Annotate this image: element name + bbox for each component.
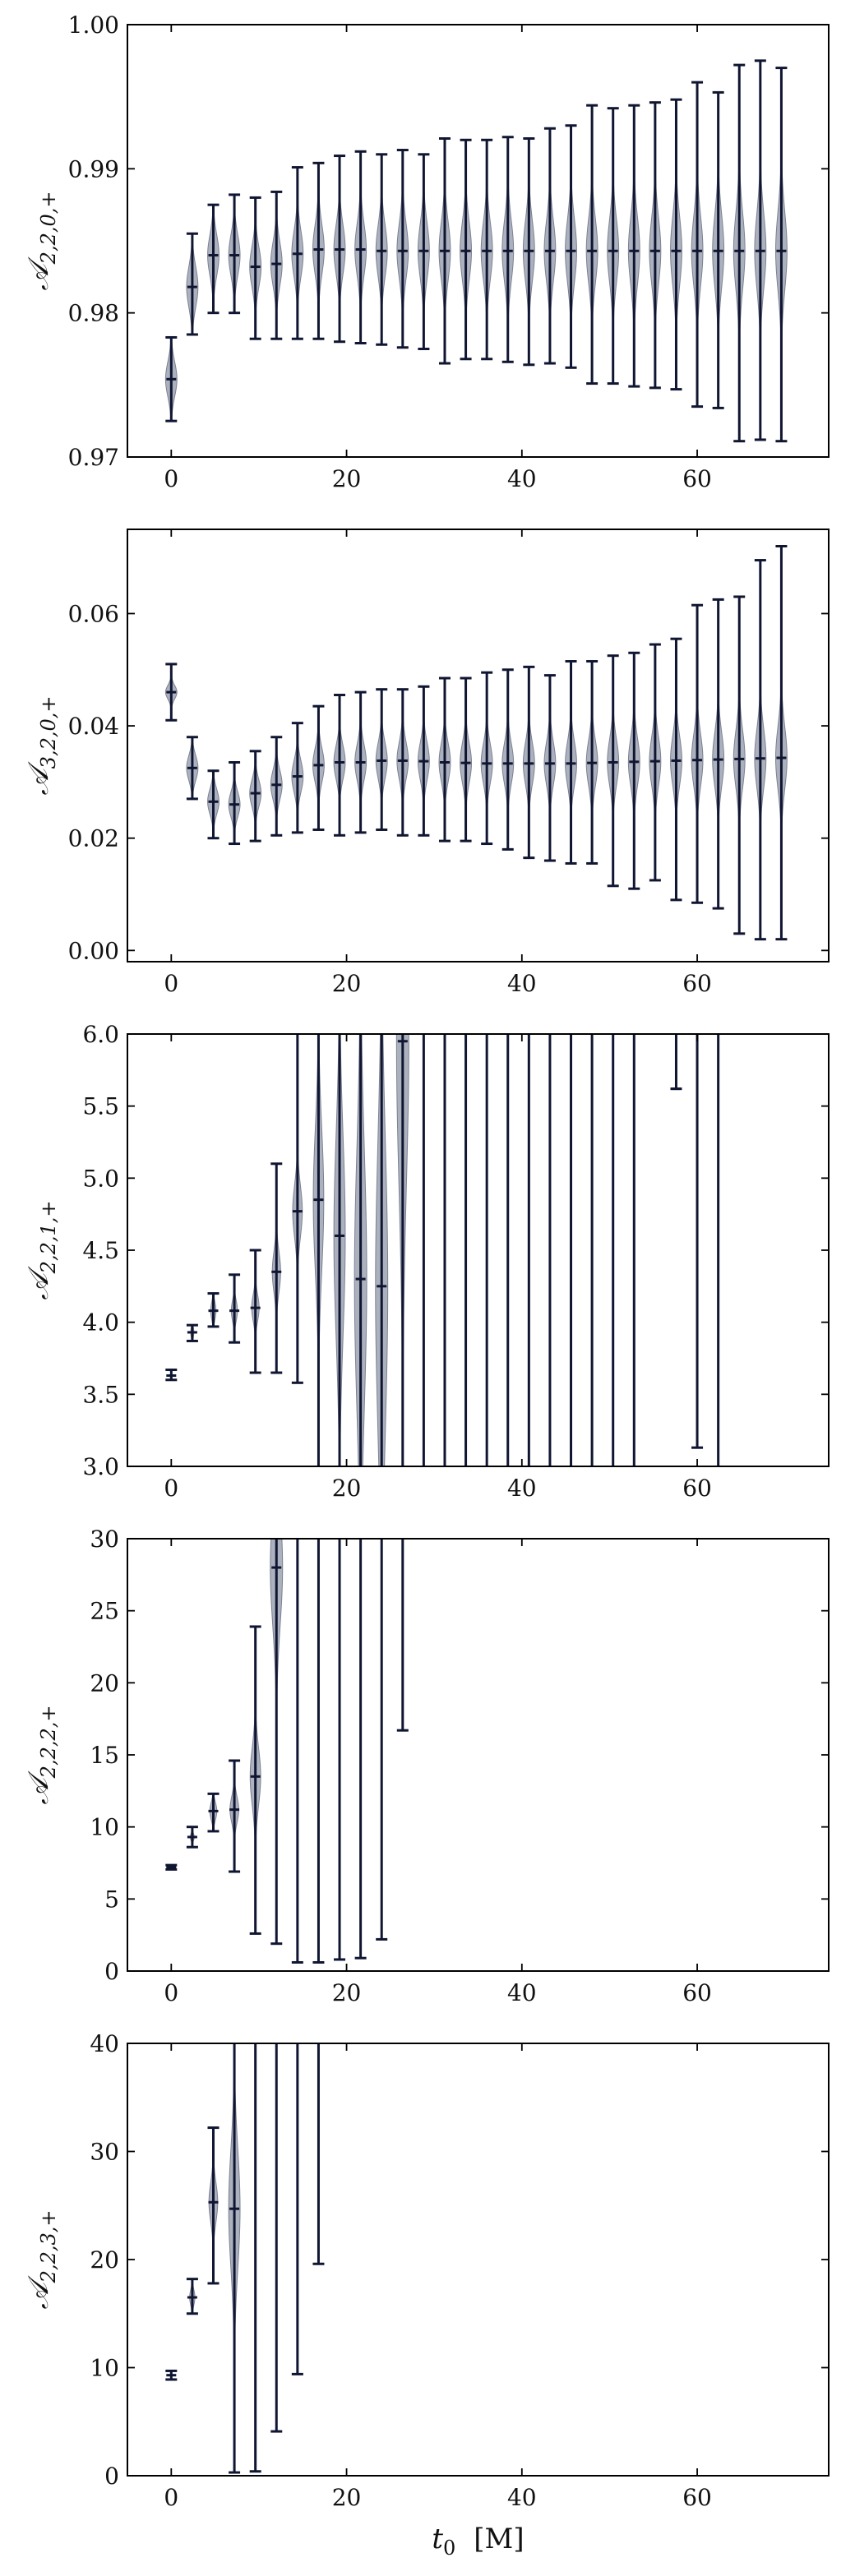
y-tick-label: 3.5 [82,1381,119,1408]
plot-area [165,1034,720,1466]
y-tick-label: 0.04 [68,713,119,740]
y-axis-label: 𝒜2,2,2,+ [22,1706,60,1805]
y-tick-label: 0.02 [68,825,119,852]
axes-frame [127,529,830,963]
x-tick-label: 20 [332,1979,362,2006]
y-tick-label: 0.97 [68,444,119,471]
y-tick-label: 40 [90,2030,119,2057]
x-tick-label: 60 [682,1475,712,1502]
x-tick-label: 20 [332,1475,362,1502]
y-tick-label: 6.0 [82,1021,119,1048]
x-tick-label: 60 [682,1979,712,2006]
axes-frame [127,1538,830,1972]
y-tick-label: 15 [90,1742,119,1769]
y-tick-label: 4.5 [82,1237,119,1264]
x-tick-label: 40 [507,1979,537,2006]
y-tick-label: 30 [90,1526,119,1553]
y-tick-label: 0.98 [68,300,119,327]
x-tick-label: 0 [164,1979,178,2006]
plot-area [164,59,788,443]
x-tick-label: 0 [164,2484,178,2511]
y-tick-label: 30 [90,2139,119,2166]
y-tick-label: 5 [104,1886,119,1913]
x-tick-label: 20 [332,465,362,492]
panel-1: 0 20 40 60 0.97 0.98 0.99 1.00 𝒜2,2,0,+ [22,12,830,492]
x-tick-label: 40 [507,970,537,997]
x-tick-label: 20 [332,970,362,997]
plot-area [164,544,788,941]
y-tick-label: 4.0 [82,1309,119,1336]
plot-area [165,1539,409,1964]
panel-3: 0 20 40 60 3.0 3.5 4.0 4.5 5.0 5.5 6.0 𝒜2,2,1,+ [22,1021,830,1502]
y-axis-label: 𝒜2,2,3,+ [22,2210,60,2310]
x-tick-label: 0 [164,1475,178,1502]
y-tick-label: 3.0 [82,1453,119,1480]
y-axis-label: 𝒜2,2,1,+ [22,1201,60,1300]
y-axis-label: 𝒜2,2,0,+ [22,192,60,291]
y-tick-label: 5.0 [82,1165,119,1192]
panel-5: 0 20 40 60 0 10 20 30 40 𝒜2,2,3,+ t0 [M] [22,2030,830,2560]
y-tick-label: 0 [104,2463,119,2490]
y-tick-label: 10 [90,1814,119,1841]
x-tick-label: 60 [682,2484,712,2511]
x-tick-label: 40 [507,2484,537,2511]
x-tick-label: 0 [164,970,178,997]
y-tick-label: 20 [90,1669,119,1697]
axes-frame [127,1033,830,1467]
y-tick-label: 10 [90,2355,119,2382]
x-tick-label: 40 [507,1475,537,1502]
y-tick-label: 5.5 [82,1093,119,1120]
y-tick-label: 0.06 [68,600,119,627]
y-axis-label: 𝒜3,2,0,+ [22,696,60,796]
panel-2: 0 20 40 60 0.00 0.02 0.04 0.06 𝒜3,2,0,+ [22,529,830,997]
y-tick-label: 0.99 [68,155,119,182]
y-tick-label: 1.00 [68,12,119,39]
x-tick-label: 60 [682,970,712,997]
x-tick-label: 60 [682,465,712,492]
panel-4: 0 20 40 60 0 5 10 15 20 25 30 𝒜2,2,2,+ [22,1526,830,2006]
x-axis-label: t0 [M] [432,2523,524,2560]
x-tick-label: 20 [332,2484,362,2511]
x-tick-label: 0 [164,465,178,492]
y-tick-label: 20 [90,2246,119,2274]
y-tick-label: 0 [104,1958,119,1985]
axes-frame [127,24,830,458]
y-tick-label: 0.00 [68,937,119,964]
plot-area [165,2043,325,2474]
x-tick-label: 40 [507,465,537,492]
y-tick-label: 25 [90,1598,119,1625]
